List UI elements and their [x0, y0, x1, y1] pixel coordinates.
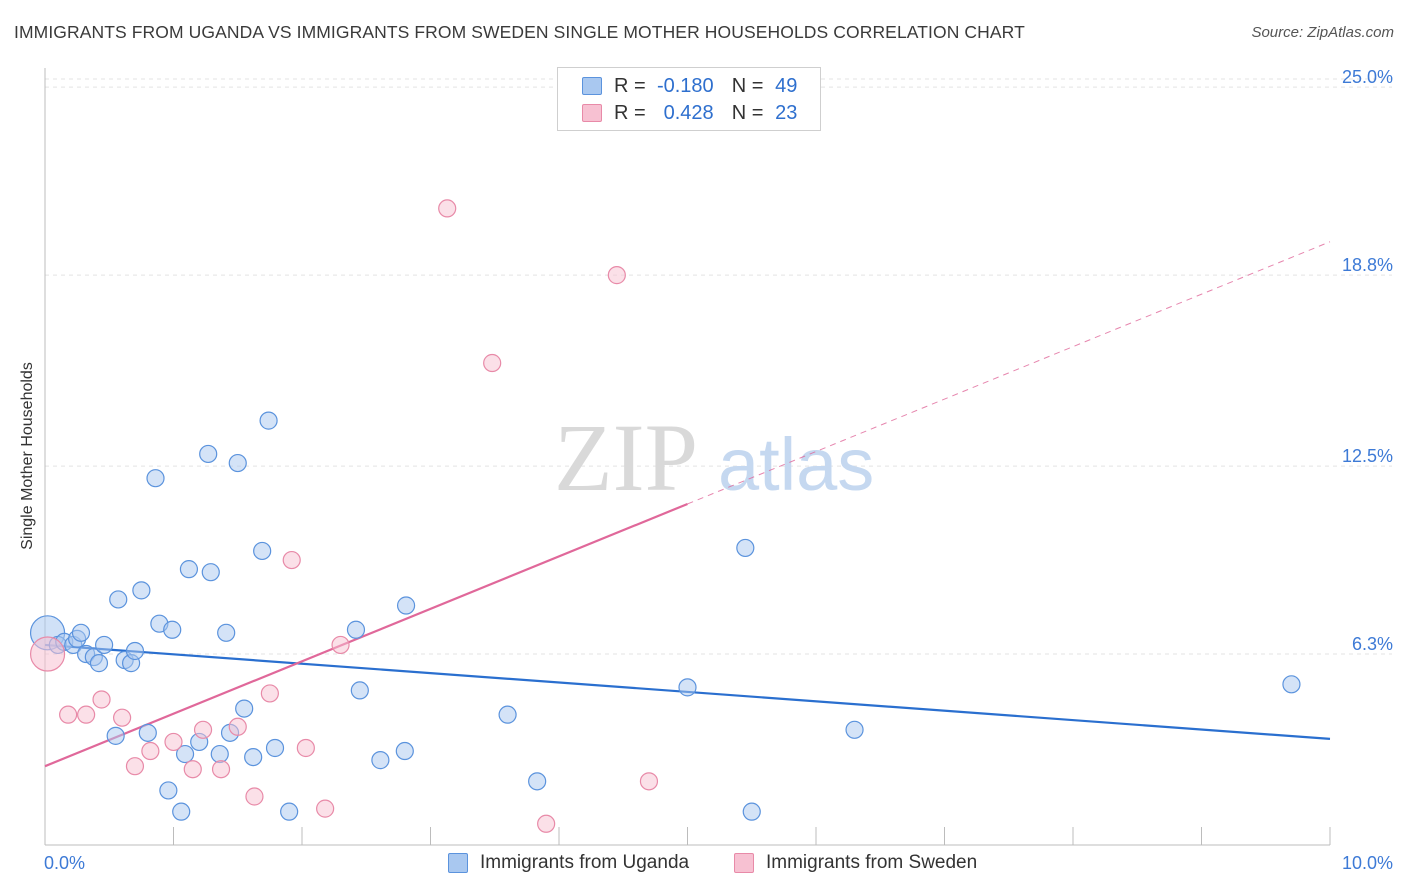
uganda-point: [201, 563, 220, 582]
sweden-point: [607, 266, 626, 285]
uganda-point: [346, 620, 366, 639]
sweden-point: [211, 760, 231, 779]
source-credit: Source: ZipAtlas.com: [1251, 24, 1394, 41]
uganda-point: [172, 802, 191, 821]
uganda-point: [109, 590, 128, 609]
y-tick-label: 25.0%: [1342, 67, 1393, 87]
uganda-point: [678, 678, 697, 697]
uganda-point: [106, 726, 125, 745]
sweden-point: [164, 732, 183, 752]
uganda-point: [217, 623, 236, 642]
sweden-point: [296, 738, 315, 758]
y-tick-label: 18.8%: [1342, 255, 1393, 275]
uganda-point: [159, 781, 178, 800]
sweden-point: [245, 787, 264, 806]
uganda-point: [736, 538, 755, 558]
series-legend-sweden: Immigrants from Sweden: [734, 852, 977, 874]
legend-n-value-sweden: 23: [775, 101, 798, 124]
legend-r-label: R =: [614, 74, 646, 97]
axes: [44, 68, 1331, 846]
uganda-point: [253, 541, 272, 561]
uganda-point: [371, 751, 390, 770]
uganda-point: [396, 596, 416, 615]
legend-r-label: R =: [614, 101, 646, 124]
correlation-legend: R = -0.180 N = 49 R = 0.428 N = 23: [557, 67, 821, 131]
y-tick-label: 6.3%: [1352, 634, 1393, 654]
legend-n-label: N =: [731, 74, 764, 97]
watermark: ZIP atlas: [554, 404, 874, 511]
x-tick-label-min: 0.0%: [44, 853, 85, 873]
sweden-point: [125, 757, 145, 776]
sweden-point: [112, 708, 132, 727]
tick-labels: 6.3% 12.5% 18.8% 25.0% 0.0% 10.0%: [44, 67, 1393, 873]
uganda-point: [163, 620, 182, 639]
sweden-point: [282, 550, 301, 570]
trend-line-sweden: [44, 502, 688, 768]
sweden-point: [331, 635, 350, 655]
x-tick-label-max: 10.0%: [1342, 853, 1393, 873]
trend-line-sweden-extension: [687, 241, 1331, 505]
gridlines: [45, 78, 1392, 655]
uganda-point: [528, 772, 547, 791]
sweden-point: [639, 772, 659, 791]
uganda-point: [350, 681, 369, 700]
watermark-atlas: atlas: [718, 423, 874, 506]
legend-n-label: N =: [731, 101, 764, 124]
uganda-point: [125, 641, 145, 661]
sweden-point: [59, 705, 78, 724]
sweden-point: [77, 705, 96, 724]
legend-swatch-sweden: [582, 104, 602, 122]
sweden-point: [316, 799, 335, 818]
uganda-point: [199, 444, 218, 464]
legend-r-value-uganda: -0.180: [656, 74, 714, 97]
uganda-point: [1282, 675, 1301, 694]
uganda-point: [259, 411, 278, 430]
y-tick-label: 12.5%: [1342, 446, 1393, 466]
series-legend-uganda: Immigrants from Uganda: [448, 852, 689, 874]
uganda-point: [244, 747, 263, 767]
sweden-point: [193, 720, 213, 739]
uganda-point: [845, 720, 864, 739]
uganda-point: [71, 623, 91, 642]
series-swatch-uganda: [448, 853, 468, 873]
legend-row-uganda: R = -0.180 N = 49: [582, 73, 797, 99]
legend-row-sweden: R = 0.428 N = 23: [582, 100, 797, 126]
sweden-point: [141, 741, 160, 761]
sweden-point: [29, 636, 66, 672]
sweden-points: [29, 199, 659, 833]
uganda-point: [95, 635, 114, 655]
y-axis-label: Single Mother Households: [19, 362, 36, 550]
series-label-uganda: Immigrants from Uganda: [480, 852, 690, 873]
uganda-point: [175, 744, 195, 764]
sweden-point: [183, 760, 202, 779]
uganda-point: [235, 699, 254, 718]
uganda-point: [179, 560, 199, 579]
uganda-point: [498, 705, 517, 724]
uganda-point: [280, 802, 299, 821]
chart-title: IMMIGRANTS FROM UGANDA VS IMMIGRANTS FRO…: [14, 22, 1025, 42]
legend-r-value-sweden: 0.428: [663, 101, 714, 124]
sweden-point: [260, 684, 279, 703]
legend-swatch-uganda: [582, 77, 602, 95]
sweden-point: [438, 199, 457, 218]
uganda-point: [265, 738, 285, 758]
uganda-points: [29, 411, 1301, 821]
uganda-point: [138, 723, 157, 742]
sweden-point: [537, 814, 556, 833]
uganda-point: [742, 802, 761, 821]
legend-n-value-uganda: 49: [775, 74, 798, 97]
series-label-sweden: Immigrants from Sweden: [766, 852, 978, 873]
uganda-point: [228, 453, 247, 473]
uganda-point: [210, 744, 229, 764]
uganda-point: [89, 654, 109, 673]
uganda-point: [146, 469, 165, 488]
series-swatch-sweden: [734, 853, 754, 873]
sweden-point: [228, 717, 247, 736]
sweden-point: [483, 353, 502, 373]
watermark-zip: ZIP: [554, 404, 698, 511]
uganda-point: [395, 741, 414, 761]
sweden-point: [92, 690, 111, 709]
uganda-point: [132, 581, 151, 600]
